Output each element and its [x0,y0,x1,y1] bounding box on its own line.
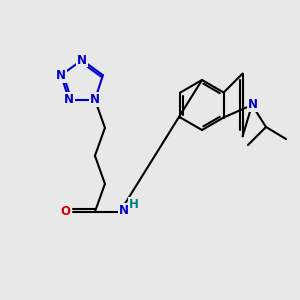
Text: H: H [129,198,139,211]
Text: N: N [77,53,87,67]
Text: N: N [90,93,100,106]
Text: N: N [248,98,258,112]
Text: N: N [64,93,74,106]
Text: N: N [56,69,66,82]
Text: O: O [60,205,70,218]
Text: N: N [119,204,129,217]
